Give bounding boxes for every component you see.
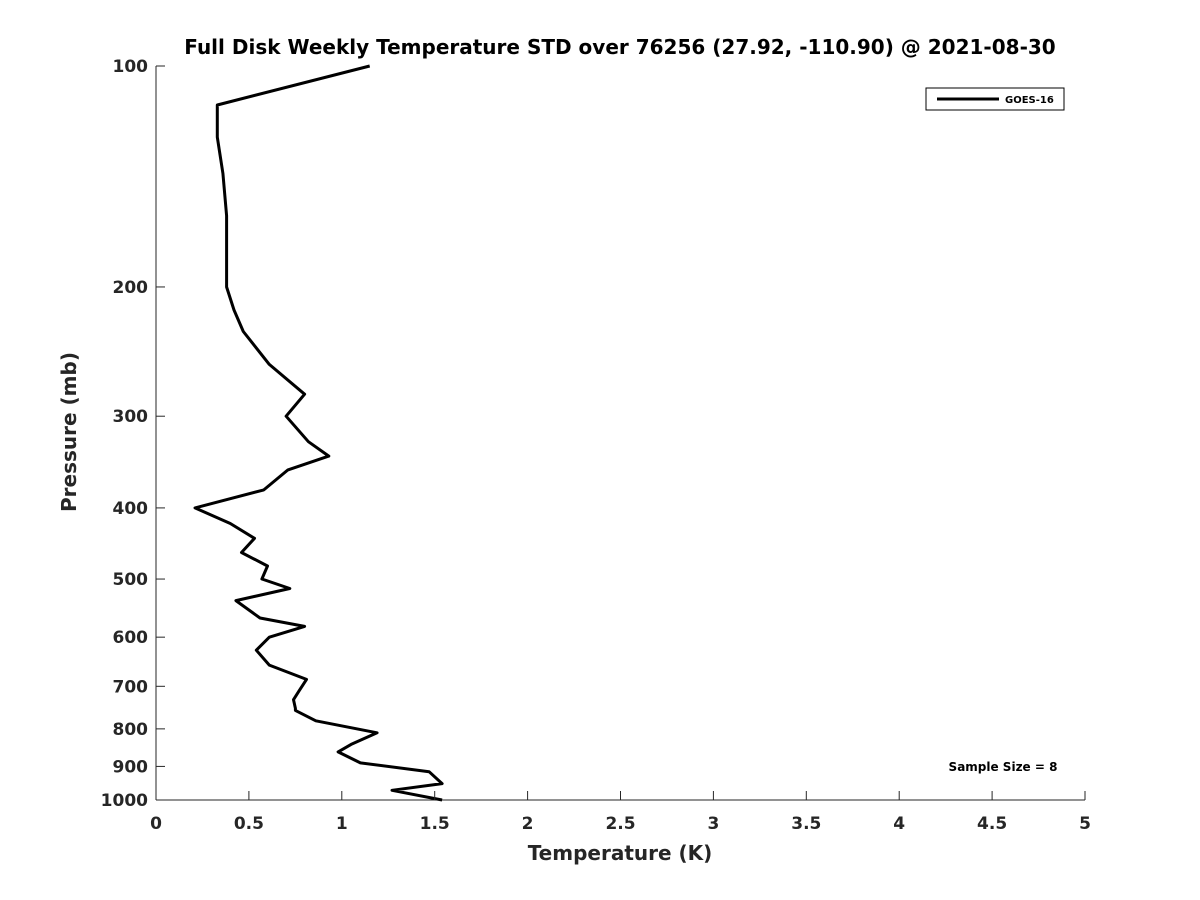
x-tick-label: 1.5 [420, 814, 450, 834]
x-axis-label: Temperature (K) [528, 841, 713, 865]
x-tick-label: 0.5 [234, 814, 264, 834]
x-tick-label: 3.5 [791, 814, 821, 834]
y-tick-label: 500 [113, 570, 149, 590]
y-tick-label: 900 [113, 757, 149, 777]
y-tick-label: 600 [113, 628, 149, 648]
y-tick-label: 300 [113, 407, 149, 427]
y-axis-label: Pressure (mb) [57, 352, 81, 512]
y-tick-label: 200 [113, 278, 149, 298]
sample-size-note: Sample Size = 8 [949, 760, 1058, 774]
x-tick-label: 4 [893, 814, 905, 834]
x-tick-label: 3 [707, 814, 719, 834]
x-tick-label: 5 [1079, 814, 1091, 834]
chart-title: Full Disk Weekly Temperature STD over 76… [184, 35, 1055, 59]
x-axis: 0 0.5 1 1.5 2 2.5 3 3.5 4 4.5 5 [150, 791, 1091, 834]
y-tick-label: 700 [113, 677, 149, 697]
x-tick-label: 2.5 [605, 814, 635, 834]
line-series-goes-16 [193, 64, 444, 802]
y-tick-label: 100 [113, 57, 149, 77]
y-tick-label: 800 [113, 720, 149, 740]
plot-frame [155, 66, 1085, 801]
y-tick-label: 400 [113, 499, 149, 519]
legend: GOES-16 [925, 87, 1065, 111]
x-tick-label: 2 [522, 814, 534, 834]
x-tick-label: 4.5 [977, 814, 1007, 834]
y-axis: 100 200 300 400 500 600 700 800 900 1000 [101, 57, 165, 811]
x-tick-label: 1 [336, 814, 348, 834]
y-tick-label: 1000 [101, 791, 148, 811]
x-tick-label: 0 [150, 814, 162, 834]
legend-label: GOES-16 [1005, 95, 1054, 106]
